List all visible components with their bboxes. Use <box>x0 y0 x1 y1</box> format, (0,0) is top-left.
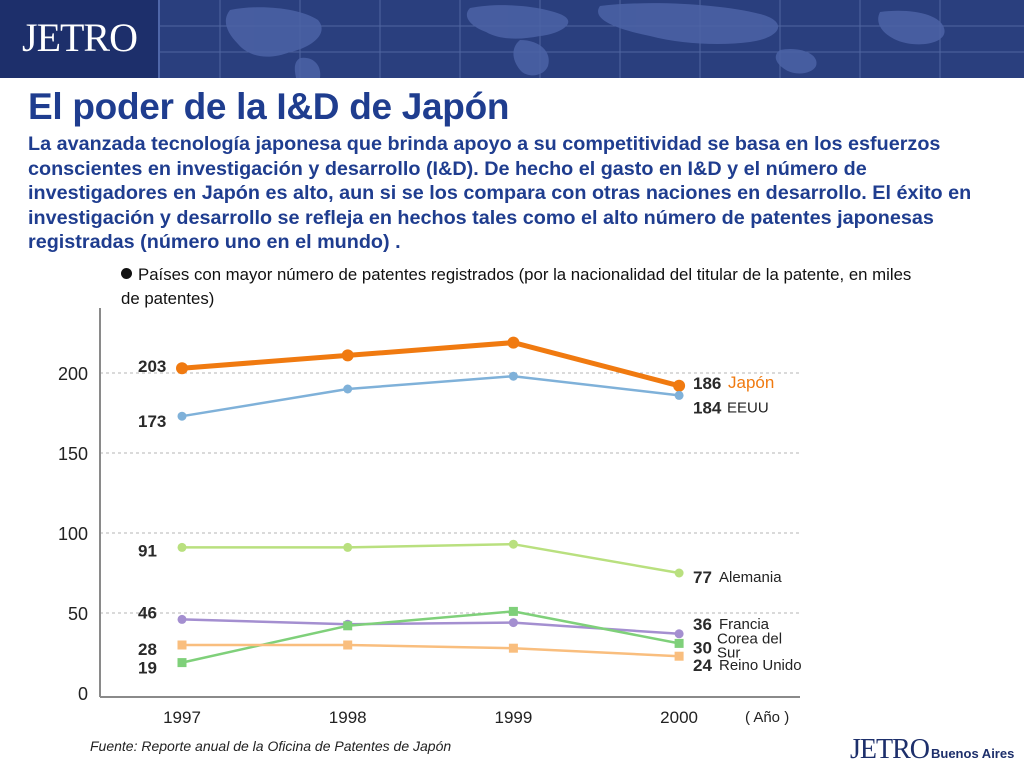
source-note: Fuente: Reporte anual de la Oficina de P… <box>90 738 452 754</box>
y-tick-0: 0 <box>78 684 88 704</box>
data-point <box>508 618 518 628</box>
footer-jetro-logo: JETRO <box>850 734 930 765</box>
x-tick-1997: 1997 <box>163 708 201 727</box>
y-tick-50: 50 <box>68 604 88 624</box>
series-line <box>181 340 680 389</box>
series-francia: 46 36 Francia <box>138 603 770 639</box>
jetro-logo: JETRO <box>22 15 138 60</box>
series-name-label: Alemania <box>719 569 782 586</box>
page-title: El poder de la I&D de Japón <box>28 86 510 127</box>
series-eeuu: 173 184 EEUU <box>138 371 769 431</box>
bullet-icon <box>121 268 132 279</box>
end-value-label: 186 <box>693 374 721 393</box>
series-corea-del-sur: 19 30 Corea del Sur <box>138 606 782 678</box>
end-value-label: 24 <box>693 656 712 675</box>
start-value-label: 203 <box>138 357 166 376</box>
chart-grid <box>100 372 800 614</box>
series-japón: 203 186 Japón <box>138 336 774 393</box>
data-point <box>508 371 518 381</box>
data-point <box>673 379 686 392</box>
x-axis-title: ( Año ) <box>745 709 789 726</box>
series-name-label: Francia <box>719 616 770 633</box>
x-tick-labels: 1997 1998 1999 2000 <box>163 708 698 727</box>
series-line <box>182 542 680 575</box>
y-tick-labels: 0 50 100 150 200 <box>58 364 88 704</box>
data-point <box>343 640 353 650</box>
data-point <box>508 606 518 616</box>
data-point <box>343 621 353 631</box>
start-value-label: 19 <box>138 659 157 678</box>
data-point <box>341 349 354 362</box>
end-value-label: 30 <box>693 638 712 657</box>
series-name-label: Reino Unido <box>719 657 802 674</box>
chart-caption: Países con mayor número de patentes regi… <box>121 263 921 311</box>
data-point <box>177 614 187 624</box>
series-line <box>181 610 680 664</box>
world-map-graphic <box>158 0 1024 78</box>
chart-series: 203 186 Japón 173 184 EEUU 91 77 Alemania 46 36 Fra… <box>138 336 802 678</box>
y-tick-200: 200 <box>58 364 88 384</box>
header-banner: JETRO <box>0 0 1024 78</box>
data-point <box>177 640 187 650</box>
data-point <box>674 390 684 400</box>
series-reino-unido: 28 24 Reino Unido <box>138 640 802 675</box>
footer-logo-subtitle: Buenos Aires <box>931 746 1015 761</box>
header-logo-box: JETRO <box>0 0 160 78</box>
series-line <box>182 643 680 658</box>
series-name-label: EEUU <box>727 399 769 416</box>
data-point <box>674 568 684 578</box>
series-line <box>181 618 680 636</box>
start-value-label: 173 <box>138 412 166 431</box>
data-point <box>177 542 187 552</box>
start-value-label: 28 <box>138 640 157 659</box>
series-name-label: Japón <box>728 373 774 392</box>
series-alemania: 91 77 Alemania <box>138 539 782 587</box>
series-name-label: Corea del Sur <box>717 630 782 661</box>
data-point <box>674 629 684 639</box>
end-value-label: 77 <box>693 568 712 587</box>
data-point <box>343 384 353 394</box>
data-point <box>343 542 353 552</box>
data-point <box>508 643 518 653</box>
y-tick-150: 150 <box>58 444 88 464</box>
start-value-label: 46 <box>138 603 157 622</box>
data-point <box>507 336 520 349</box>
x-tick-2000: 2000 <box>660 708 698 727</box>
x-tick-1998: 1998 <box>329 708 367 727</box>
x-tick-1999: 1999 <box>494 708 532 727</box>
data-point <box>177 658 187 668</box>
data-point <box>177 411 187 421</box>
start-value-label: 91 <box>138 541 157 560</box>
series-line <box>181 374 680 418</box>
data-point <box>176 362 188 375</box>
data-point <box>674 651 684 661</box>
end-value-label: 36 <box>693 615 712 634</box>
chart-caption-text: Países con mayor número de patentes regi… <box>121 265 912 308</box>
end-value-label: 184 <box>693 398 722 417</box>
data-point <box>674 638 684 648</box>
data-point <box>508 539 518 549</box>
y-tick-100: 100 <box>58 524 88 544</box>
intro-paragraph: La avanzada tecnología japonesa que brin… <box>28 133 972 253</box>
